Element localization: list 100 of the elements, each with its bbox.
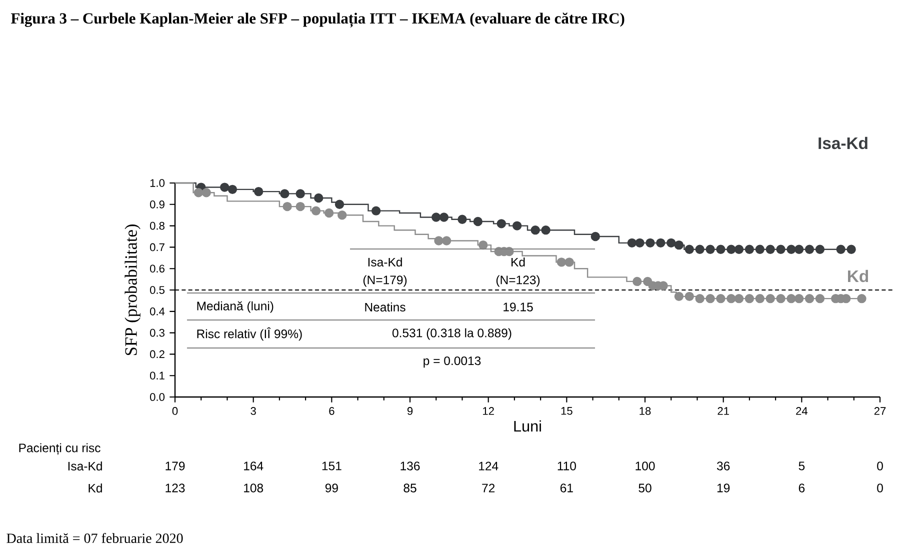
y-tick-label: 0.3: [150, 328, 164, 337]
annotation: Mediană (luni): [197, 301, 274, 313]
point: [338, 210, 347, 220]
point: [674, 240, 684, 250]
point: [706, 294, 715, 304]
point: [744, 244, 754, 254]
point: [794, 244, 804, 254]
text: 108: [244, 484, 264, 492]
text: Isa-Kd: [818, 136, 868, 150]
point: [646, 238, 655, 248]
point: [280, 189, 290, 198]
text: 5: [798, 462, 805, 470]
text: 124: [479, 462, 498, 470]
point: [716, 294, 726, 304]
chart-title: Figura 3 – Curbele Kaplan-Meier ale SFP – populația ITT – IKEMA (evaluare de către IRC): [10, 12, 624, 28]
point: [846, 244, 856, 254]
point: [194, 188, 204, 198]
y-tick-label: 0.4: [150, 308, 165, 316]
point: [776, 294, 786, 304]
text: 50: [638, 484, 652, 492]
x-axis-title: Luni: [514, 420, 541, 432]
point: [815, 244, 825, 254]
point: [706, 244, 715, 254]
point: [815, 294, 825, 304]
annotation: (N=179): [363, 275, 407, 287]
y-tick-label: 0.2: [150, 350, 164, 358]
point: [786, 294, 796, 304]
point: [766, 244, 775, 254]
text: 99: [325, 484, 338, 492]
text: 0: [877, 484, 883, 492]
point: [734, 294, 744, 304]
point: [541, 225, 550, 235]
point: [512, 221, 522, 230]
point: [296, 202, 305, 212]
point: [734, 244, 744, 254]
y-tick-label: 0.9: [150, 200, 164, 208]
point: [857, 294, 866, 304]
point: [766, 294, 775, 304]
text: 85: [404, 484, 416, 492]
x-tick-label: 12: [483, 407, 494, 415]
point: [439, 212, 449, 222]
x-tick-label: 3: [250, 407, 256, 415]
point: [334, 200, 344, 210]
text: Pacienți cu risc: [19, 443, 100, 455]
x-tick-label: 24: [796, 407, 808, 415]
point: [695, 244, 704, 254]
point: [228, 184, 238, 194]
point: [674, 292, 684, 302]
y-tick-label: 1.0: [150, 179, 165, 187]
text: Data limită = 07 februarie 2020: [6, 533, 183, 544]
text: 179: [166, 462, 185, 470]
point: [635, 238, 644, 248]
text: 19: [717, 484, 730, 492]
series-label: Kd: [848, 270, 868, 282]
annotation: Kd: [512, 258, 525, 267]
text: 151: [322, 462, 342, 470]
x-tick-label: 6: [329, 407, 334, 415]
x-tick-label: 15: [561, 407, 572, 415]
text: 36: [716, 462, 730, 470]
text: 100: [636, 462, 655, 470]
y-tick-label: 0.8: [150, 222, 164, 230]
point: [684, 244, 694, 254]
point: [726, 294, 736, 304]
text: 61: [560, 484, 573, 492]
point: [314, 193, 324, 203]
x-tick-label: 21: [718, 407, 729, 415]
y-tick-label: 0.6: [150, 264, 164, 273]
annotation: 0.531 (0.318 la 0.889): [392, 328, 512, 340]
point: [220, 182, 230, 192]
point: [627, 238, 637, 248]
point: [254, 186, 264, 196]
point: [324, 208, 334, 218]
y-tick-label: 0.0: [150, 393, 165, 401]
point: [744, 294, 754, 304]
y-tick-label: 0.1: [150, 372, 164, 380]
text: 0: [877, 462, 883, 470]
point: [473, 216, 482, 226]
text: 136: [400, 462, 420, 470]
point: [564, 258, 574, 267]
point: [442, 236, 452, 246]
point: [311, 206, 321, 216]
point: [755, 294, 764, 304]
point: [755, 244, 764, 254]
point: [432, 212, 441, 222]
point: [371, 206, 381, 216]
annotation: Risc relativ (IÎ 99%): [197, 327, 302, 341]
y-axis-title: SFP (probabilitate): [124, 224, 140, 356]
point: [434, 236, 444, 246]
x-tick-label: 27: [874, 407, 886, 415]
point: [478, 240, 488, 250]
annotation: p = 0.0013: [424, 356, 481, 368]
point: [684, 292, 694, 302]
y-tick-label: 0.7: [150, 243, 164, 252]
point: [530, 225, 540, 235]
point: [804, 244, 814, 254]
text: Kd: [88, 484, 102, 493]
point: [786, 244, 796, 254]
x-tick-label: 9: [407, 407, 413, 415]
point: [716, 244, 726, 254]
point: [590, 232, 600, 242]
